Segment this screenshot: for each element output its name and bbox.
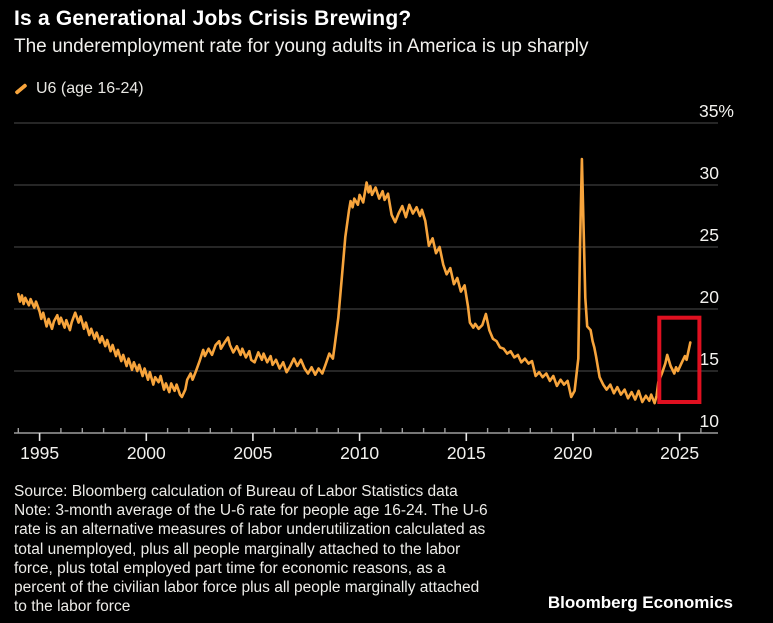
u6-series-line: [17, 157, 692, 405]
chart-title: Is a Generational Jobs Crisis Brewing?: [14, 7, 412, 30]
footer-line: rate is an alternative measures of labor…: [14, 521, 486, 539]
x-axis-label: 2000: [127, 443, 166, 463]
y-axis-label: 15: [700, 349, 719, 369]
bloomberg-economics-brand: Bloomberg Economics: [547, 593, 733, 612]
x-axis-label: 2005: [233, 443, 272, 463]
footer-line: percent of the civilian labor force plus…: [14, 579, 480, 597]
legend: U6 (age 16-24): [14, 79, 144, 99]
y-axis-label: 25: [700, 225, 719, 245]
y-axis-label: 20: [700, 287, 720, 307]
x-axis-label: 1995: [20, 443, 59, 463]
footer-line: total unemployed, plus all people margin…: [14, 540, 461, 558]
x-axis-label: 2020: [553, 443, 592, 463]
highlight-box: [657, 315, 702, 405]
x-axis-label: 2025: [660, 443, 699, 463]
x-axis-label: 2015: [447, 443, 486, 463]
x-axis-label: 2010: [340, 443, 379, 463]
footer-line: force, plus total employed part time for…: [14, 559, 446, 577]
y-axis-label: 30: [700, 163, 720, 183]
footer-line: Note: 3-month average of the U-6 rate fo…: [14, 502, 488, 520]
y-axis-label: 35%: [699, 101, 734, 121]
footer-line: Source: Bloomberg calculation of Bureau …: [14, 483, 458, 500]
y-axis-label: 10: [700, 411, 720, 431]
chart-subtitle: The underemployment rate for young adult…: [14, 36, 589, 57]
source-note: Source: Bloomberg calculation of Bureau …: [14, 482, 534, 616]
legend-series-label: U6 (age 16-24): [36, 80, 144, 97]
footer-line: to the labor force: [14, 598, 131, 616]
